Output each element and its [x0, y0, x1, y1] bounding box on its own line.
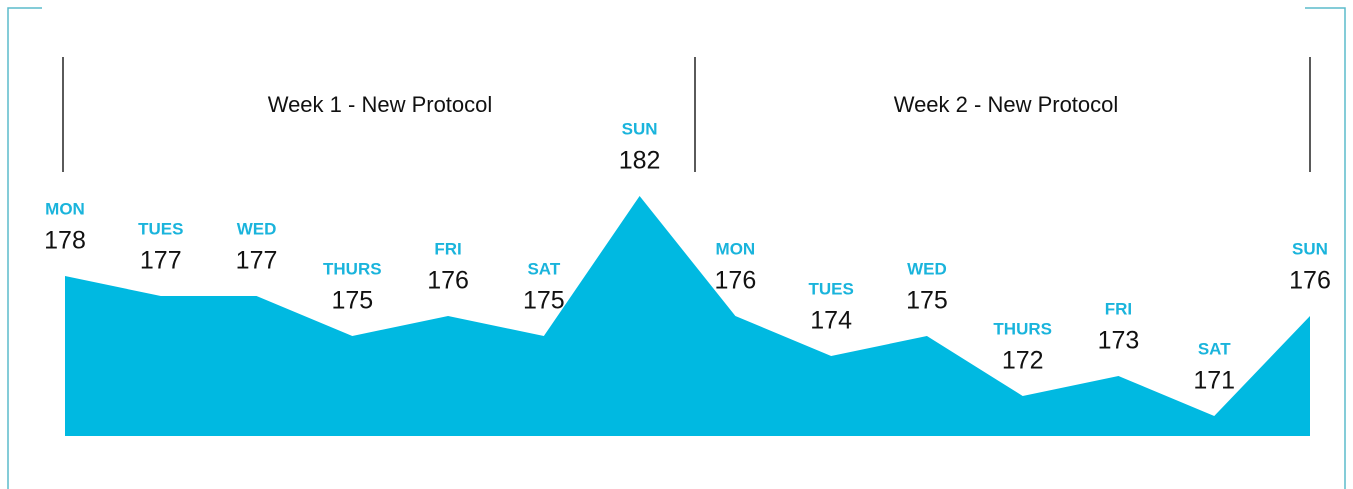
- day-label: THURS: [993, 319, 1052, 338]
- value-label: 175: [523, 287, 565, 315]
- value-label: 177: [236, 247, 278, 275]
- day-label: TUES: [808, 279, 853, 298]
- day-label: FRI: [1105, 299, 1132, 318]
- value-label: 171: [1193, 367, 1235, 395]
- value-label: 176: [427, 267, 469, 295]
- value-label: 178: [44, 227, 86, 255]
- value-label: 176: [1289, 267, 1331, 295]
- day-label: FRI: [434, 239, 461, 258]
- value-label: 175: [906, 287, 948, 315]
- value-label: 175: [331, 287, 373, 315]
- week-label: Week 2 - New Protocol: [894, 92, 1119, 117]
- value-label: 174: [810, 307, 852, 335]
- day-label: MON: [45, 199, 85, 218]
- value-label: 177: [140, 247, 182, 275]
- day-label: TUES: [138, 219, 183, 238]
- area: [65, 196, 1310, 436]
- frame-corner: [7, 7, 42, 489]
- value-label: 176: [715, 267, 757, 295]
- value-label: 172: [1002, 347, 1044, 375]
- day-label: SUN: [1292, 239, 1328, 258]
- frame: [7, 7, 1346, 489]
- day-label: SAT: [527, 259, 560, 278]
- value-label: 182: [619, 147, 661, 175]
- day-label: WED: [237, 219, 277, 238]
- day-label: THURS: [323, 259, 382, 278]
- day-label: SAT: [1198, 339, 1231, 358]
- day-label: MON: [716, 239, 756, 258]
- day-label: WED: [907, 259, 947, 278]
- frame-corner: [1305, 7, 1346, 489]
- week-label: Week 1 - New Protocol: [268, 92, 493, 117]
- value-label: 173: [1098, 327, 1140, 355]
- day-label: SUN: [622, 119, 658, 138]
